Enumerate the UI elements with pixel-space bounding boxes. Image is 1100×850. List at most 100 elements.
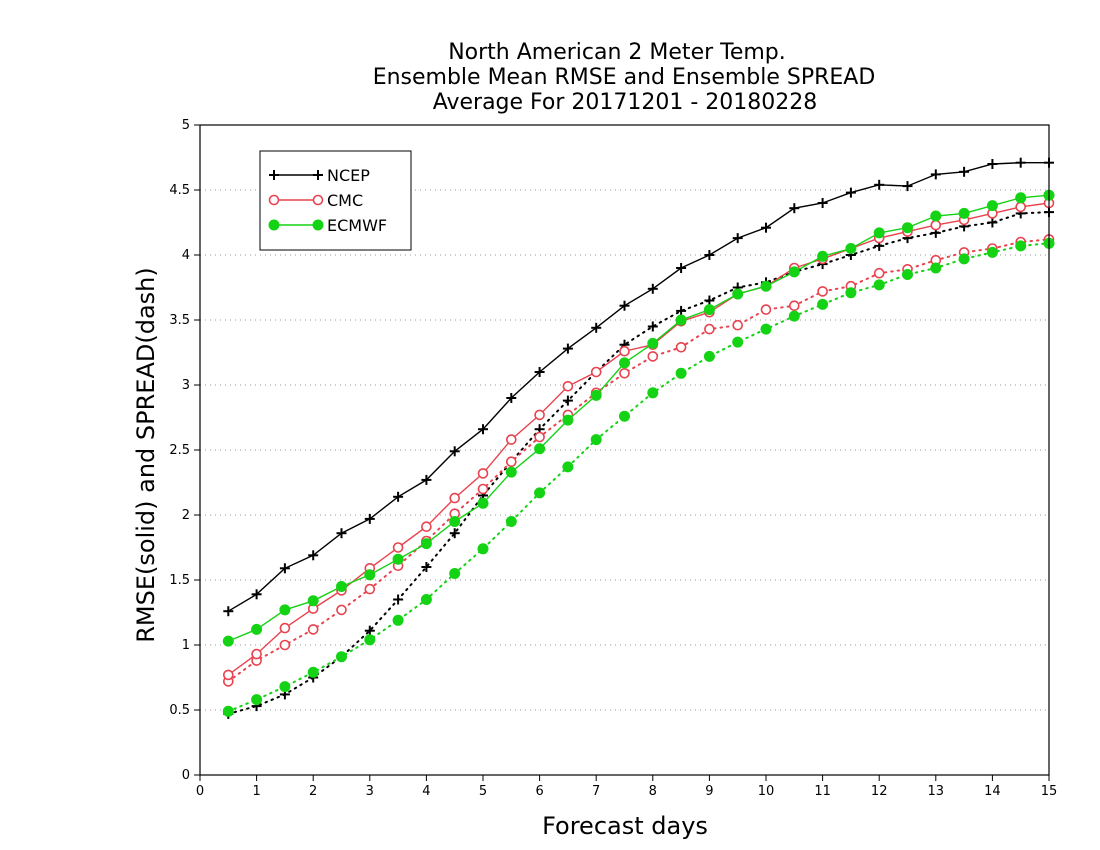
data-point-ecmwf-spread xyxy=(986,246,998,258)
data-point-ecmwf-spread xyxy=(477,543,489,555)
data-point-ecmwf-rmse xyxy=(590,389,602,401)
data-point-ecmwf-rmse xyxy=(788,266,800,278)
data-point-cmc-spread xyxy=(788,300,800,312)
data-point-ncep-rmse xyxy=(874,179,885,190)
y-tick-label: 3.5 xyxy=(169,313,190,328)
data-point-ecmwf-spread xyxy=(732,336,744,348)
data-point-ecmwf-rmse xyxy=(817,250,829,262)
data-point-ecmwf-rmse xyxy=(449,516,461,527)
data-point-ncep-rmse xyxy=(647,283,658,294)
data-point-cmc-spread xyxy=(760,304,772,315)
data-point-ecmwf-rmse xyxy=(845,243,857,254)
data-point-ecmwf-spread xyxy=(336,651,347,663)
data-point-ecmwf-spread xyxy=(817,298,829,310)
data-point-ecmwf-rmse xyxy=(760,280,772,292)
data-point-ecmwf-rmse xyxy=(251,623,263,635)
data-point-ncep-rmse xyxy=(789,203,800,214)
series-group xyxy=(222,157,1055,719)
data-point-cmc-rmse xyxy=(619,345,630,357)
data-point-cmc-rmse xyxy=(392,542,404,553)
series-line-cmc-rmse xyxy=(227,202,1050,676)
data-point-cmc-rmse xyxy=(477,468,489,479)
series-line-ncep-rmse xyxy=(227,161,1050,612)
data-point-cmc-rmse xyxy=(930,219,942,231)
data-point-cmc-spread xyxy=(477,483,489,495)
data-point-cmc-spread xyxy=(307,624,319,635)
data-point-ncep-spread xyxy=(364,625,375,636)
data-point-ecmwf-spread xyxy=(760,323,772,335)
data-point-ecmwf-spread xyxy=(364,634,376,646)
x-tick-label: 10 xyxy=(758,784,775,799)
data-point-ecmwf-rmse xyxy=(420,538,432,550)
x-tick-label: 1 xyxy=(252,784,260,799)
data-point-ecmwf-rmse xyxy=(336,581,347,592)
y-tick-label: 2 xyxy=(182,508,190,523)
y-tick-label: 1.5 xyxy=(169,573,190,588)
legend: NCEP CMC ECMWF xyxy=(259,150,412,251)
data-point-ncep-rmse xyxy=(562,343,573,354)
legend-marker-ncep xyxy=(313,170,323,180)
data-point-ncep-rmse xyxy=(761,222,771,233)
data-point-ecmwf-rmse xyxy=(902,222,913,234)
data-point-cmc-spread xyxy=(534,431,545,443)
data-point-cmc-spread xyxy=(873,267,885,279)
series-line-ecmwf-spread xyxy=(227,242,1050,713)
data-point-ecmwf-rmse xyxy=(873,227,885,239)
legend-marker-cmc xyxy=(312,194,324,206)
data-point-ecmwf-rmse xyxy=(930,210,942,222)
x-tick-label: 3 xyxy=(366,784,374,799)
y-tick-label: 4 xyxy=(182,248,190,263)
data-point-ecmwf-rmse xyxy=(222,635,234,647)
data-point-ecmwf-spread xyxy=(420,594,432,605)
x-tick-label: 5 xyxy=(479,784,487,799)
y-tick-label: 3 xyxy=(182,378,190,393)
data-point-cmc-spread xyxy=(505,456,517,468)
data-point-ecmwf-spread xyxy=(222,705,234,717)
data-point-ncep-spread xyxy=(704,295,715,306)
data-point-ncep-rmse xyxy=(308,550,319,561)
chart-title-line-1: North American 2 Meter Temp. xyxy=(448,40,786,65)
series-line-cmc-spread xyxy=(227,238,1050,683)
data-point-ecmwf-spread xyxy=(534,487,546,499)
y-tick-label: 0 xyxy=(182,768,190,783)
legend-marker-cmc xyxy=(268,194,280,206)
data-point-ncep-rmse xyxy=(534,367,545,377)
y-tick-label: 4.5 xyxy=(169,183,190,198)
y-tick-label: 5 xyxy=(182,118,190,133)
series-line-ncep-spread xyxy=(227,211,1050,715)
data-point-ncep-rmse xyxy=(930,169,941,180)
data-point-ecmwf-spread xyxy=(392,614,404,626)
data-point-ecmwf-spread xyxy=(647,387,659,399)
data-point-ecmwf-rmse xyxy=(986,200,998,212)
data-point-cmc-rmse xyxy=(449,492,461,504)
data-point-ncep-rmse xyxy=(704,250,715,260)
data-point-ecmwf-rmse xyxy=(534,443,546,455)
data-point-ecmwf-rmse xyxy=(675,314,687,326)
data-point-cmc-rmse xyxy=(505,434,517,445)
data-point-ecmwf-spread xyxy=(505,516,517,527)
data-point-ecmwf-spread xyxy=(449,568,461,579)
data-point-ecmwf-spread xyxy=(1015,240,1027,252)
data-point-ncep-rmse xyxy=(251,589,262,600)
data-point-ecmwf-rmse xyxy=(562,414,574,426)
data-point-ecmwf-spread xyxy=(788,310,800,322)
legend-label-cmc: CMC xyxy=(327,191,363,210)
x-tick-label: 9 xyxy=(705,784,713,799)
data-point-cmc-spread xyxy=(647,351,659,362)
data-point-ncep-rmse xyxy=(817,198,828,208)
legend-label-ecmwf: ECMWF xyxy=(327,216,387,235)
data-point-cmc-spread xyxy=(619,367,630,379)
data-point-ecmwf-spread xyxy=(958,253,970,265)
legend-marker-ecmwf xyxy=(312,219,324,231)
data-point-cmc-spread xyxy=(704,323,715,335)
data-point-ncep-rmse xyxy=(732,233,743,244)
data-point-ecmwf-spread xyxy=(251,694,263,706)
data-point-ecmwf-spread xyxy=(307,666,319,678)
data-point-ecmwf-rmse xyxy=(619,357,630,369)
x-tick-label: 2 xyxy=(309,784,317,799)
y-tick-label: 0.5 xyxy=(169,703,190,718)
data-point-ncep-spread xyxy=(449,528,460,539)
data-point-ecmwf-rmse xyxy=(958,207,970,219)
data-point-ncep-rmse xyxy=(1015,157,1026,168)
data-point-ncep-rmse xyxy=(506,393,517,403)
